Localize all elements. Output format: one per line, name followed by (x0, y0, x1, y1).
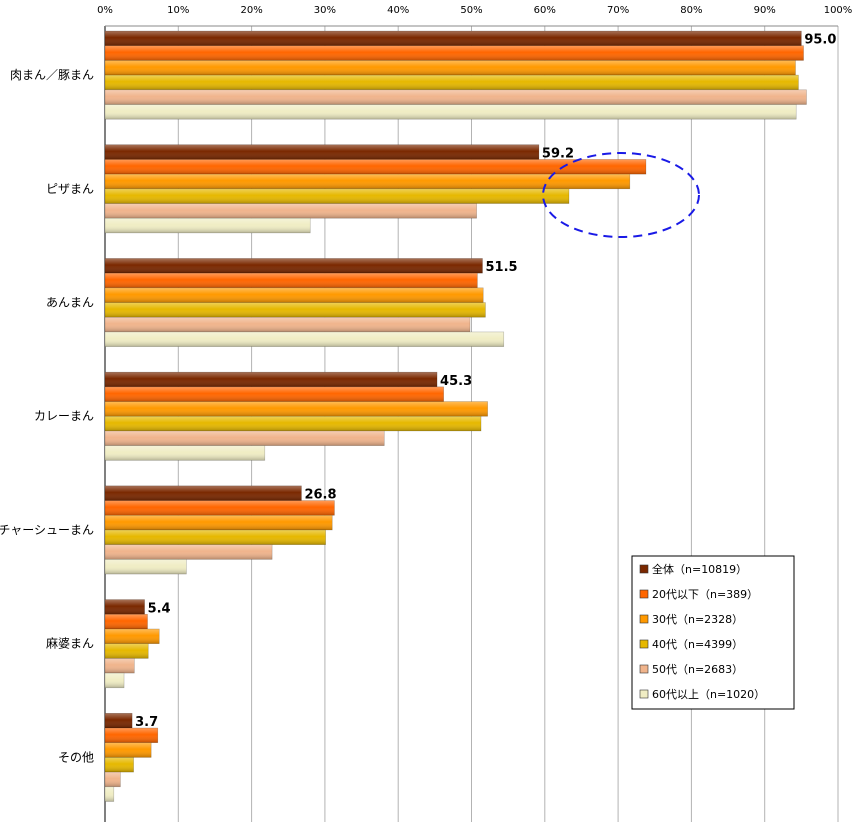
data-label: 95.0 (804, 33, 836, 48)
legend-swatch (639, 614, 649, 624)
x-tick-label: 0% (97, 5, 113, 16)
legend-entry: 20代以下（n=389） (652, 588, 758, 601)
bar-shading (104, 559, 187, 575)
bar-shading (104, 430, 385, 446)
bar-shading (104, 302, 486, 318)
x-tick-label: 100% (824, 5, 853, 16)
bar-shading (104, 316, 471, 333)
bar-shading (104, 658, 135, 674)
bar-shading (104, 742, 152, 758)
x-tick-label: 30% (314, 5, 336, 16)
legend-entry: 50代（n=2683） (652, 663, 743, 676)
legend-swatch (639, 689, 649, 699)
x-axis-ticks: 0% 10% 20% 30% 40% 50% 60% 70% 80% 90% 100% (97, 5, 852, 16)
bar-shading (104, 445, 266, 461)
category-label: 麻婆まん (46, 636, 94, 651)
legend-entry: 40代（n=4399） (652, 638, 743, 651)
bar-shading (104, 371, 438, 388)
bar-shading (104, 514, 333, 531)
x-tick-label: 40% (387, 5, 409, 16)
bar-shading (104, 217, 311, 234)
data-label: 45.3 (440, 374, 472, 389)
bar-shading (104, 544, 273, 560)
bar-shading (104, 60, 796, 76)
bar-shading (104, 727, 159, 743)
bar-shading (104, 287, 484, 303)
bar-shading (104, 188, 570, 204)
bar-shading (104, 401, 488, 417)
legend: 全体（n=10819） 20代以下（n=389） 30代（n=2328） 40代（n=… (631, 555, 795, 710)
legend-entry: 60代以上（n=1020） (652, 688, 765, 701)
bar-shading (104, 599, 145, 615)
legend-swatch (639, 589, 649, 599)
bar-shading (104, 712, 133, 729)
bar-shading (104, 144, 540, 160)
bar-shading (104, 203, 477, 219)
bar-shading (104, 529, 326, 545)
bar-shading (104, 415, 482, 432)
bar-shading (104, 272, 478, 289)
bar-shading (104, 74, 799, 91)
bar-shading (104, 672, 125, 689)
bar-shading (104, 786, 115, 802)
category-label: ピザまん (46, 182, 94, 196)
category-label: その他 (58, 750, 94, 764)
x-tick-label: 60% (534, 5, 556, 16)
x-tick-label: 70% (607, 5, 629, 16)
data-labels: 95.0 59.2 51.5 45.3 26.8 5.4 3.7 (135, 33, 836, 730)
bar-shading (104, 89, 807, 105)
bar-shading (104, 643, 149, 659)
data-label: 3.7 (135, 715, 158, 730)
bar-shading (104, 45, 804, 61)
bar-shading (104, 757, 134, 773)
data-label: 5.4 (148, 601, 171, 616)
x-tick-label: 20% (240, 5, 262, 16)
bar-shading (104, 628, 160, 644)
legend-swatch (639, 564, 649, 574)
bar-shading (104, 258, 483, 274)
bar-shading (104, 104, 797, 120)
bar-shading (104, 485, 302, 501)
bar-shading (104, 331, 505, 347)
category-label: 肉まん／豚まん (10, 68, 94, 82)
data-label: 51.5 (485, 260, 517, 275)
bars (104, 30, 807, 802)
legend-entry: 全体（n=10819） (652, 562, 747, 576)
data-label: 26.8 (304, 488, 336, 503)
category-label: あんまん (46, 296, 94, 310)
x-tick-label: 50% (460, 5, 482, 16)
x-tick-label: 80% (680, 5, 702, 16)
legend-box (631, 555, 795, 710)
legend-entry: 30代（n=2328） (652, 613, 743, 626)
x-tick-label: 90% (754, 5, 776, 16)
bar-shading (104, 30, 802, 46)
bar-shading (104, 500, 335, 516)
highlight-ellipse (542, 152, 700, 238)
category-label: チャーシューまん (0, 523, 94, 537)
bar-shading (104, 613, 148, 630)
bar-shading (104, 771, 121, 788)
x-tick-label: 10% (167, 5, 189, 16)
bar-shading (104, 386, 444, 402)
category-label: カレーまん (34, 409, 94, 423)
legend-swatch (639, 639, 649, 649)
legend-swatch (639, 664, 649, 674)
data-label: 59.2 (542, 146, 574, 161)
